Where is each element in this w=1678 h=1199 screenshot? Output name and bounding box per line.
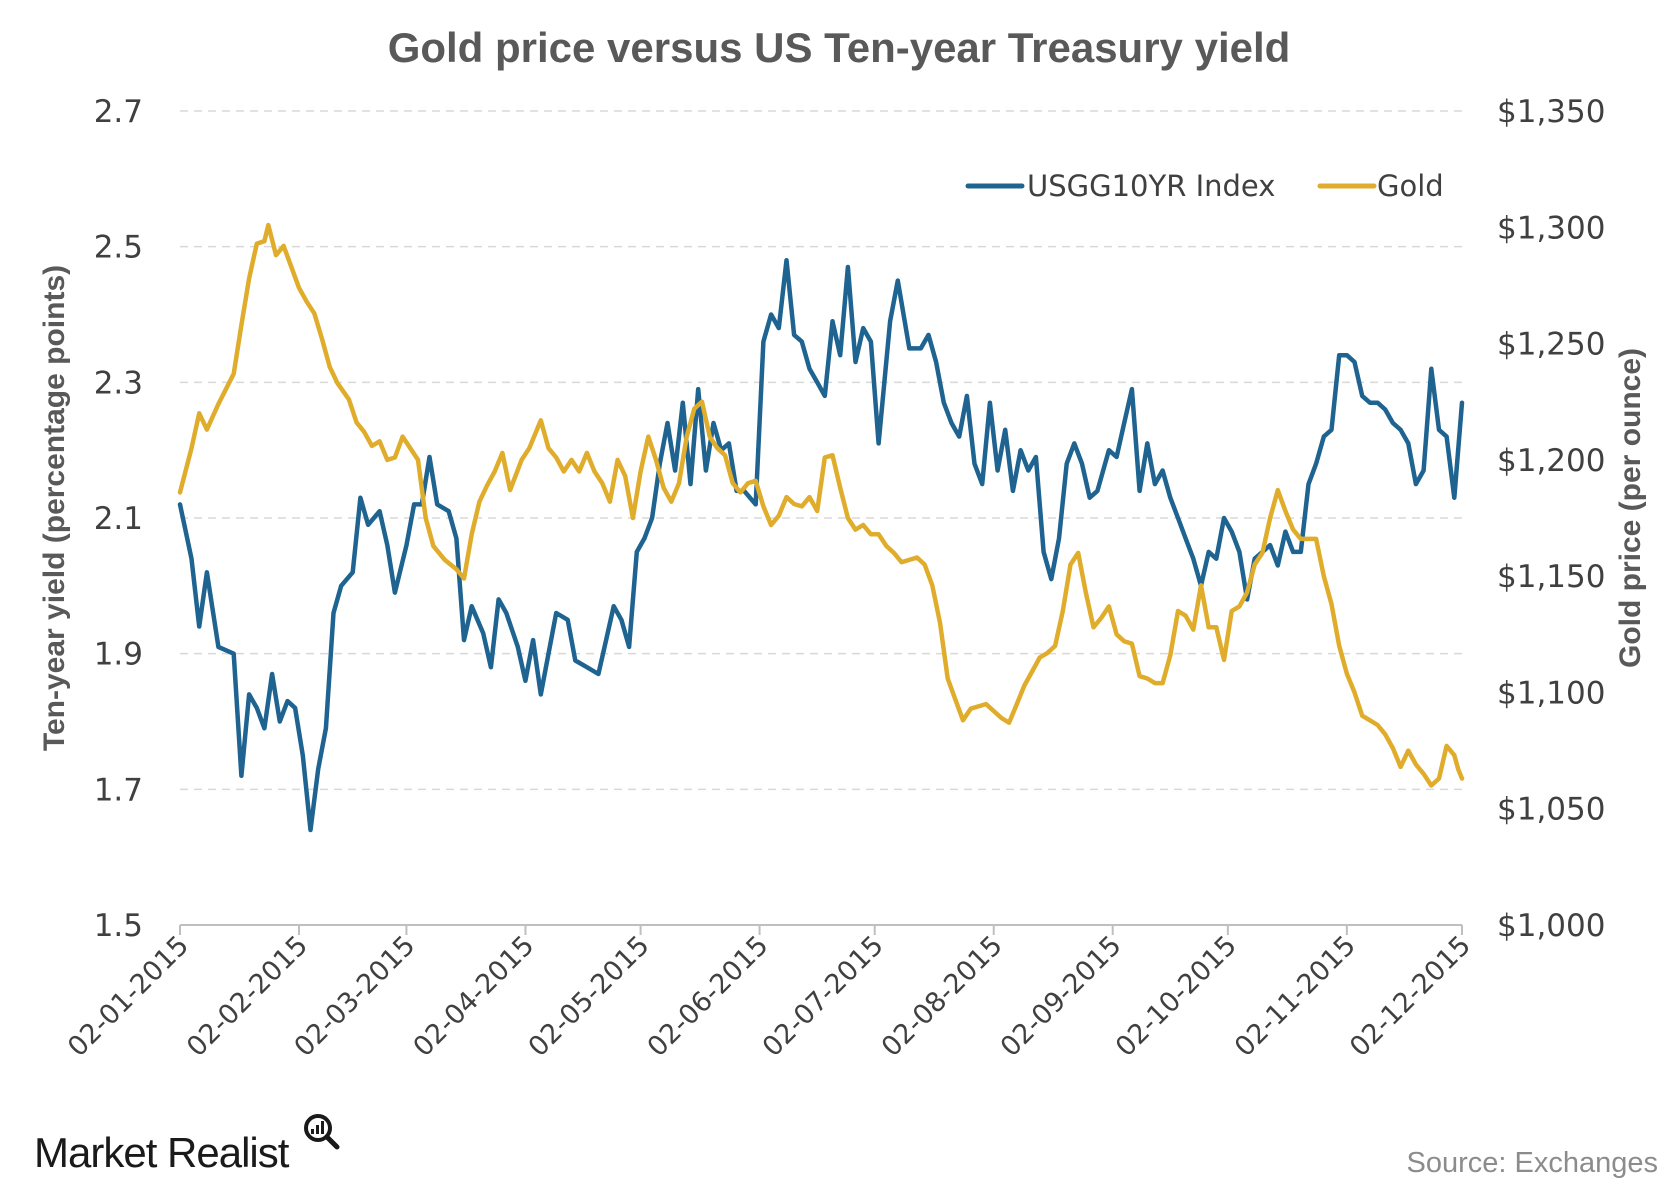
series-line-usgg10yr-index (177, 257, 1465, 833)
magnifier-chart-icon (304, 1114, 340, 1150)
brand-name: Market Realist (34, 1129, 290, 1176)
brand-logo: Market Realist (34, 1114, 340, 1176)
right-y-tick-label: $1,350 (1497, 94, 1605, 130)
right-y-tick-label: $1,000 (1497, 908, 1605, 944)
right-y-tick-label: $1,200 (1497, 443, 1605, 479)
right-y-tick-label: $1,300 (1497, 210, 1605, 246)
gridlines (180, 110, 1462, 791)
right-y-ticks: $1,000 $1,050 $1,100 $1,150 $1,200 $1,250 $1,3… (1497, 94, 1605, 944)
left-y-tick-label: 2.1 (94, 501, 143, 537)
chart-title: Gold price versus US Ten-year Treasury y… (388, 24, 1291, 71)
left-y-ticks: 1.5 1.7 1.9 2.1 2.3 2.5 2.7 (94, 94, 143, 944)
x-tick-label: 02-07-2015 (757, 930, 890, 1063)
legend-label-gold: Gold (1377, 169, 1444, 203)
left-y-tick-label: 1.7 (94, 772, 143, 808)
left-y-tick-label: 2.7 (94, 94, 143, 130)
right-y-tick-label: $1,150 (1497, 559, 1605, 595)
x-tick-label: 02-05-2015 (523, 930, 656, 1063)
left-y-tick-label: 1.5 (94, 908, 143, 944)
x-tick-label: 02-11-2015 (1229, 930, 1362, 1063)
left-y-tick-label: 2.3 (94, 365, 143, 401)
left-y-tick-label: 1.9 (94, 637, 143, 673)
source-note: Source: Exchanges (1407, 1147, 1658, 1179)
series-line-gold (177, 222, 1465, 788)
x-tick-label: 02-01-2015 (62, 930, 195, 1063)
x-axis: 02-01-201502-02-201502-03-201502-04-2015… (62, 924, 1477, 1063)
x-tick-label: 02-04-2015 (408, 930, 541, 1063)
left-y-tick-label: 2.5 (94, 230, 143, 266)
series-layer (177, 222, 1465, 833)
legend-label-usgg10yr: USGG10YR Index (1027, 169, 1275, 203)
x-tick-label: 02-08-2015 (876, 930, 1009, 1063)
right-axis-label: Gold price (per ounce) (1614, 348, 1647, 668)
legend: USGG10YR Index Gold (965, 169, 1444, 203)
right-y-tick-label: $1,100 (1497, 675, 1605, 711)
right-y-tick-label: $1,250 (1497, 327, 1605, 363)
x-tick-label: 02-10-2015 (1110, 930, 1243, 1063)
right-y-tick-label: $1,050 (1497, 792, 1605, 828)
x-tick-label: 02-09-2015 (995, 930, 1128, 1063)
left-axis-label: Ten-year yield (percentage points) (38, 265, 71, 751)
x-tick-label: 02-06-2015 (642, 930, 775, 1063)
x-tick-label: 02-12-2015 (1344, 930, 1477, 1063)
